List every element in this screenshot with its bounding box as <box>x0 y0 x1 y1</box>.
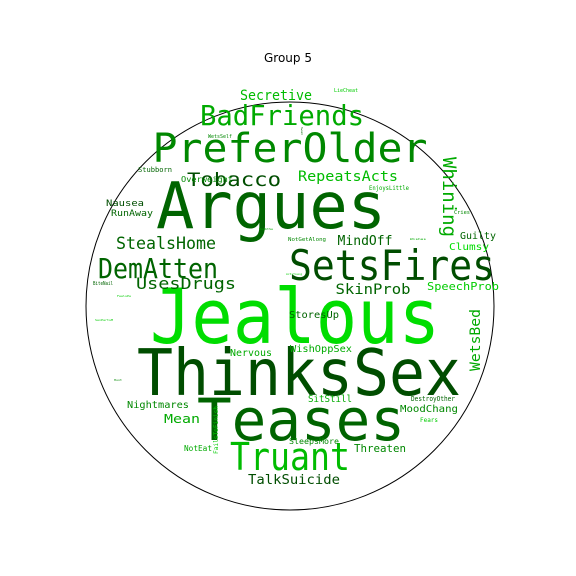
word-dematten: DemAtten <box>98 252 218 285</box>
word-feelspe: FeelsPe <box>117 294 131 298</box>
word-jealous: Jealous <box>150 272 440 361</box>
word-storesup: StoresUp <box>289 310 339 321</box>
word-doubtse: DoubtSe <box>259 227 273 231</box>
word-setsfires: SetsFires <box>289 241 495 290</box>
word-speechprob: SpeechProb <box>427 280 499 293</box>
word-teases: Teases <box>197 386 405 454</box>
word-bitenail: BiteNail <box>93 281 113 287</box>
word-hunt: Hunt <box>114 378 122 382</box>
word-actsyoung: ActsYoung <box>286 272 302 276</box>
word-sweat: Sweat <box>300 127 304 135</box>
word-wishoppsex: WishOppSex <box>290 344 352 355</box>
word-wishes: Wishes <box>410 237 426 241</box>
word-argues: Argues <box>156 170 386 244</box>
word-guilty: Guilty <box>460 231 496 242</box>
word-stealshome: StealsHome <box>116 234 216 254</box>
word-enjoyslittle: EnjoysLittle <box>369 185 409 192</box>
word-moodchang: MoodChang <box>400 404 458 415</box>
word-nausea: Nausea <box>106 199 144 209</box>
word-badfriends: BadFriends <box>200 99 364 132</box>
word-runaway: RunAway <box>111 209 154 219</box>
word-talksuicide: TalkSuicide <box>248 473 340 488</box>
word-failstofinish: FailsToFinish <box>213 406 220 454</box>
word-sexpartsm: SexPartsM <box>95 318 113 322</box>
word-wetsself: WetsSelf <box>208 134 232 140</box>
word-cries: Cries <box>454 210 470 216</box>
word-nightmares: Nightmares <box>127 400 189 411</box>
word-thinkssex: ThinksSex <box>137 337 461 411</box>
word-preferolder: PreferOlder <box>153 126 428 172</box>
word-sitstill: SitStill <box>308 394 352 405</box>
word-threaten: Threaten <box>354 442 406 455</box>
cloud-boundary-circle <box>85 101 495 511</box>
word-clumsy: Clumsy <box>449 242 489 253</box>
word-mindoff: MindOff <box>338 234 393 249</box>
word-whining: Whining <box>438 157 460 237</box>
word-stubborn: Stubborn <box>138 166 172 174</box>
word-nervous: Nervous <box>230 348 272 359</box>
word-secretive: Secretive <box>240 88 312 104</box>
word-liecheat: LieCheat <box>334 88 358 94</box>
word-skinprob: SkinProb <box>336 282 411 298</box>
word-sleepsmore: SleepsMore <box>289 437 339 446</box>
chart-title: Group 5 <box>264 51 312 65</box>
word-wetsbed: WetsBed <box>468 309 484 371</box>
word-notgetalong: NotGetAlong <box>288 237 326 243</box>
word-noteat: NotEat <box>184 444 212 453</box>
word-mean: Mean <box>164 412 200 426</box>
word-destroyother: DestroyOther <box>411 395 455 403</box>
word-tobacco: Tobacco <box>187 169 281 191</box>
word-fears: Fears <box>420 417 438 424</box>
word-truant: Truant <box>230 435 350 479</box>
word-repeatsacts: RepeatsActs <box>298 169 398 185</box>
word-overweight: Overweight <box>181 175 233 184</box>
word-usesdrugs: UsesDrugs <box>136 274 236 293</box>
